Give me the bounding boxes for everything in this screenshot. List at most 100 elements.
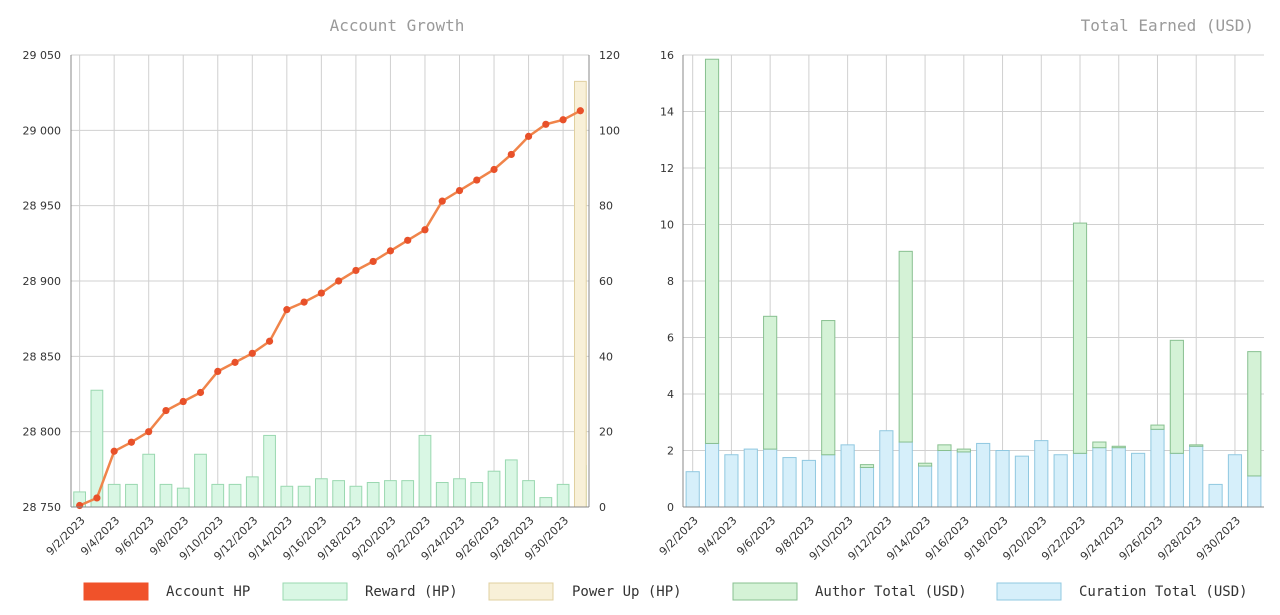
account-hp-point <box>231 358 239 366</box>
curation-bar <box>685 471 700 508</box>
account-growth-bars <box>73 80 587 508</box>
curation-bar <box>763 448 778 508</box>
y-tick-label: 12 <box>660 162 674 175</box>
y-tick-label: 16 <box>660 49 674 62</box>
curation-bar <box>801 459 816 508</box>
account-hp-line <box>76 107 584 510</box>
curation-bar <box>840 444 855 508</box>
account-hp-point <box>265 337 274 345</box>
curation-bar <box>937 450 952 508</box>
reward-bar <box>487 470 501 508</box>
curation-bar <box>1014 455 1030 508</box>
account-hp-point <box>524 132 533 140</box>
y-tick-label: 6 <box>667 332 674 345</box>
curation-bar <box>782 457 797 508</box>
curation-bar <box>704 442 720 508</box>
reward-bar <box>435 482 449 508</box>
account-hp-point <box>542 120 550 128</box>
legend-label: Reward (HP) <box>365 584 458 600</box>
author-bar <box>898 250 913 443</box>
legend-swatch <box>732 582 798 601</box>
reward-bar <box>556 483 570 508</box>
curation-bar <box>1189 445 1204 508</box>
y-right-tick-label: 20 <box>599 426 613 439</box>
reward-bar <box>453 478 466 508</box>
curation-bar <box>1169 452 1184 508</box>
y-right-tick-label: 40 <box>599 350 613 363</box>
curation-bar <box>859 466 875 508</box>
account-hp-point <box>455 187 464 195</box>
account-hp-point <box>179 397 187 406</box>
curation-bar <box>1150 428 1165 508</box>
account-hp-point <box>127 438 136 446</box>
author-bar <box>1189 444 1204 447</box>
reward-bar <box>401 480 415 508</box>
total-earned-title: Total Earned (USD) <box>1081 16 1254 35</box>
y-right-tick-label: 80 <box>599 200 613 213</box>
curation-bar <box>1208 483 1223 508</box>
curation-bar <box>1247 475 1262 508</box>
legend-swatch <box>83 582 149 601</box>
curation-bar <box>821 454 836 508</box>
curation-bar <box>1034 440 1049 508</box>
account-hp-point <box>421 226 429 234</box>
reward-bar <box>366 482 380 508</box>
reward-bar <box>384 480 397 508</box>
y-left-tick-label: 28 800 <box>23 426 62 439</box>
curation-bar <box>976 442 991 508</box>
account-hp-point <box>404 236 412 244</box>
y-left-tick-label: 29 050 <box>23 49 62 62</box>
account-hp-point <box>248 349 256 357</box>
reward-bar <box>539 497 553 508</box>
account-hp-series-line <box>79 109 581 507</box>
curation-bar <box>1131 452 1146 508</box>
y-tick-label: 14 <box>660 106 674 119</box>
y-left-tick-label: 28 750 <box>23 501 62 514</box>
curation-bar <box>1111 447 1126 508</box>
reward-bar <box>176 487 190 508</box>
legend-label: Curation Total (USD) <box>1079 584 1248 600</box>
account-hp-point <box>317 289 325 297</box>
reward-bar <box>245 476 259 508</box>
reward-bar <box>470 482 484 508</box>
reward-bar <box>211 483 225 508</box>
account-hp-point <box>196 388 205 397</box>
account-hp-point <box>559 116 567 124</box>
reward-bar <box>194 453 207 508</box>
account-growth-grid <box>71 54 589 508</box>
account-hp-point <box>162 406 170 415</box>
y-right-tick-label: 60 <box>599 275 613 288</box>
total-earned-bars <box>685 58 1262 508</box>
account-hp-point <box>335 277 343 285</box>
reward-bar <box>349 485 363 508</box>
author-bar <box>1072 222 1088 454</box>
reward-bar <box>228 483 242 508</box>
account-hp-point <box>283 306 291 314</box>
account-hp-point <box>473 176 481 184</box>
author-bar <box>704 58 720 444</box>
curation-bar <box>743 448 758 508</box>
reward-bar <box>297 485 311 508</box>
y-right-tick-label: 0 <box>599 501 606 514</box>
reward-bar <box>418 434 432 508</box>
curation-bar <box>1092 447 1107 508</box>
power-up-bar <box>573 80 587 508</box>
curation-bar <box>1072 452 1088 508</box>
reward-bar <box>263 434 276 508</box>
reward-bar <box>107 483 121 508</box>
y-left-tick-label: 28 900 <box>23 275 62 288</box>
account-hp-point <box>352 266 360 275</box>
reward-bar <box>159 483 173 508</box>
reward-bar <box>280 485 294 508</box>
legend-label: Account HP <box>166 584 250 600</box>
curation-bar <box>879 430 894 508</box>
legend-label: Power Up (HP) <box>572 584 682 600</box>
total-earned-chart: Total Earned (USD) 0 2 4 6 8 10 12 14 16 9/2/2023… <box>657 16 1264 563</box>
account-hp-point <box>490 165 498 174</box>
legend-label: Author Total (USD) <box>815 584 967 600</box>
x-tick-label: 9/4/2023 <box>695 514 739 558</box>
y-right-tick-label: 100 <box>599 124 620 137</box>
author-bar <box>917 462 933 467</box>
x-tick-label: 9/6/2023 <box>734 514 778 558</box>
